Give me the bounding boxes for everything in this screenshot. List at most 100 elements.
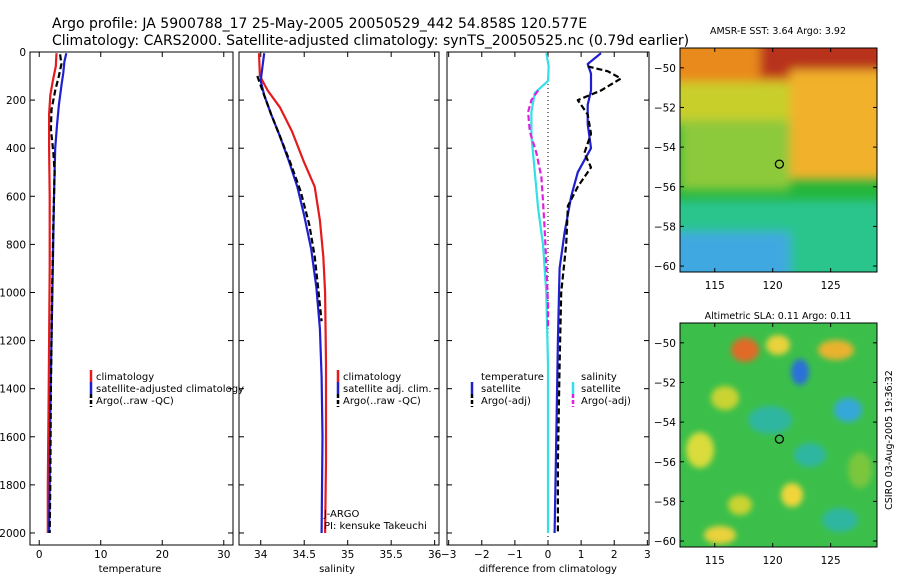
sst-west-greenish [680,120,790,190]
float-program-label: J-ARGO [323,509,360,520]
x-tick-label: 10 [94,549,107,561]
temperature-axes-frame [29,51,234,546]
x-tick-label: 0 [36,549,43,561]
salinity-panel: 34 34.5 35 35.5 36 salinity climatology sate… [238,51,442,575]
map-y-tick-label: −56 [654,457,676,469]
series-line-salinity-satellite [530,53,550,533]
x-tick-label: −1 [507,549,522,561]
y-tick-label: 1400 [0,384,26,396]
y-tick-label: 200 [6,95,26,107]
legend-heading-temperature: temperature [481,372,544,383]
legend-label-satellite: satellite-adjusted climatology [96,384,244,395]
series-line-satellite-adj-clim- [259,53,324,534]
x-tick-label: 34.5 [293,549,316,561]
sla-anomaly [704,526,736,544]
x-tick-label: 1 [578,549,585,561]
map-y-tick-label: −54 [654,417,676,429]
map-x-tick-label: 120 [763,555,783,567]
legend-label-climatology: climatology [343,372,401,383]
sst-map-frame [679,47,878,273]
x-tick-label: 0 [545,549,552,561]
sst-cold-corner [680,232,790,272]
legend-label-satellite: satellite adj. clim. [343,384,432,395]
x-tick-label: 36 [428,549,442,561]
map-x-tick-label: 125 [821,555,841,567]
y-tick-label: 1200 [0,336,26,348]
series-line-temperature-satellite [553,52,602,534]
sst-map-panel: AMSR-E SST: 3.64 Argo: 3.92 115 120 125 −50… [654,26,878,292]
sla-anomaly [728,495,752,515]
sla-anomaly [711,386,739,410]
sst-east-warm [790,70,877,180]
sla-anomaly [848,452,872,488]
difference-xlabel: difference from climatology [479,564,617,575]
salinity-axes-frame [238,51,440,546]
map-x-tick-label: 115 [705,555,725,567]
legend-label-argo: Argo(..raw -QC) [96,396,174,407]
x-tick-label: 35 [341,549,354,561]
difference-panel: −3 −2 −1 0 1 2 3 difference from climatology t… [441,51,651,575]
float-position-marker [774,434,785,444]
y-tick-label: 1800 [0,480,26,492]
series-line-climatology [257,53,328,534]
x-tick-label: 30 [217,549,230,561]
x-tick-label: 3 [644,549,651,561]
map-x-tick-label: 120 [763,280,783,292]
map-x-tick-label: 125 [821,280,841,292]
sla-map-axes: 115 120 125 −50 −52 −54 −56 −58 −60 [654,323,877,567]
difference-axes: −3 −2 −1 0 1 2 3 [441,51,651,561]
temperature-difference-legend: temperature satellite Argo(-adj) [470,372,544,407]
legend-label-climatology: climatology [96,372,154,383]
sla-anomaly [822,508,858,532]
series-line-climatology [46,53,58,533]
y-tick-label: 0 [19,47,26,59]
sla-anomaly [818,340,854,360]
sla-anomaly [834,398,862,422]
x-tick-label: −3 [441,549,456,561]
map-y-tick-label: −52 [654,102,676,114]
map-y-tick-label: −60 [654,536,676,548]
temperature-panel: 0 10 20 30 0 200 400 600 800 1000 1200 1400 1600 1800… [0,47,244,575]
y-tick-label: 600 [6,191,26,203]
sla-anomaly [731,338,759,362]
sla-anomaly [748,406,792,434]
sla-anomaly [781,483,803,507]
header-line-1: Argo profile: JA 5900788_17 25-May-2005 … [52,16,587,32]
sst-map-title: AMSR-E SST: 3.64 Argo: 3.92 [710,26,846,37]
principal-investigator-label: PI: kensuke Takeuchi [324,521,427,532]
temperature-xlabel: temperature [99,564,162,575]
x-tick-label: 34 [254,549,268,561]
timestamp-note: CSIRO 03-Aug-2005 19:36:32 [884,370,895,510]
series-line-argo-raw-qc- [48,54,63,534]
series-line-satellite-adjusted-climatology [48,52,68,534]
map-y-tick-label: −50 [654,338,676,350]
legend-label-sal-satellite: satellite [581,384,621,395]
salinity-legend: climatology satellite adj. clim. Argo(..… [336,370,432,407]
legend-label-temp-argo: Argo(-adj) [481,396,531,407]
x-tick-label: −2 [474,549,489,561]
salinity-axes: 34 34.5 35 35.5 36 [239,51,442,561]
y-tick-label: 1600 [0,432,26,444]
salinity-xlabel: salinity [319,564,355,575]
legend-label-argo: Argo(..raw -QC) [343,396,421,407]
map-y-tick-label: −60 [654,261,676,273]
temperature-legend: climatology satellite-adjusted climatolo… [89,370,244,407]
series-line-argo-raw-qc- [256,75,323,322]
x-tick-label: 2 [611,549,618,561]
legend-label-sal-argo: Argo(-adj) [581,396,631,407]
float-position-marker [774,159,785,169]
sla-map-panel: Altimetric SLA: 0.11 Argo: 0.11 1 [654,311,878,567]
map-y-tick-label: −54 [654,142,676,154]
x-tick-label: 35.5 [379,549,402,561]
map-y-tick-label: −50 [654,63,676,75]
header-line-2: Climatology: CARS2000. Satellite-adjuste… [52,33,689,49]
salinity-difference-legend: salinity satellite Argo(-adj) [571,372,631,407]
map-y-tick-label: −52 [654,377,676,389]
map-y-tick-label: −58 [654,221,676,233]
y-tick-label: 800 [6,239,26,251]
map-y-tick-label: −58 [654,496,676,508]
sla-map-title: Altimetric SLA: 0.11 Argo: 0.11 [705,311,852,322]
map-x-tick-label: 115 [705,280,725,292]
legend-label-temp-satellite: satellite [481,384,521,395]
sla-anomaly [686,432,714,468]
